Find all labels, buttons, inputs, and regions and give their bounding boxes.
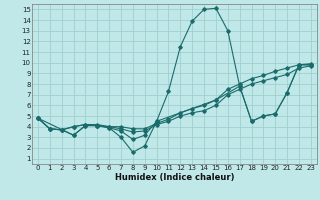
X-axis label: Humidex (Indice chaleur): Humidex (Indice chaleur) [115, 173, 234, 182]
